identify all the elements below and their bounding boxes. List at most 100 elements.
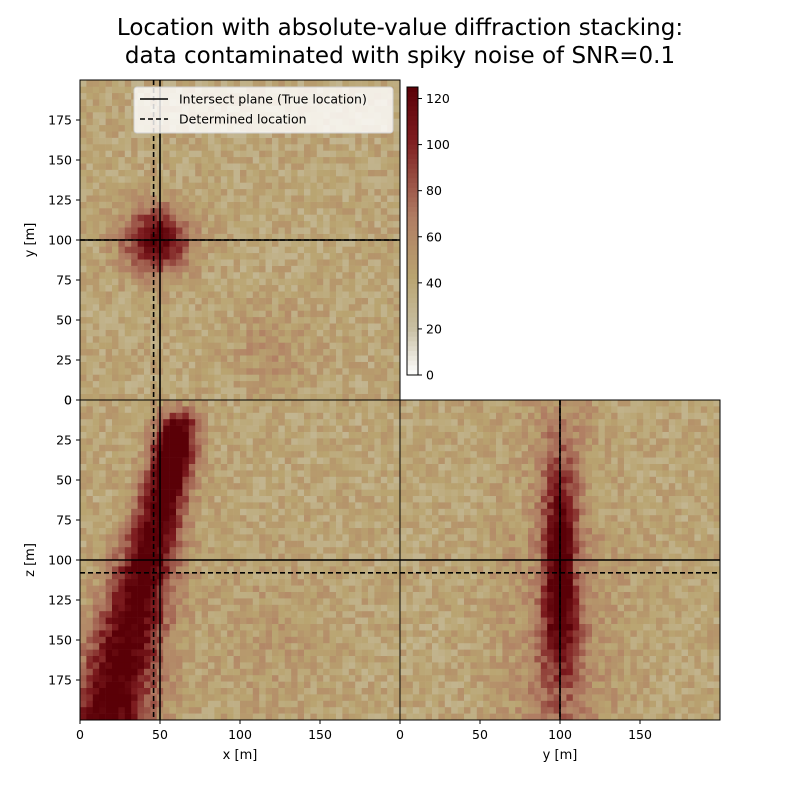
xz-cell (227, 515, 234, 522)
xz-cell (144, 624, 151, 631)
xz-cell (131, 515, 138, 522)
xz-cell (348, 547, 356, 554)
xy-cell (259, 393, 266, 401)
xy-cell (272, 329, 279, 337)
xy-cell (252, 208, 260, 215)
xz-cell (201, 585, 209, 593)
xz-cell (86, 675, 94, 682)
xz-cell (246, 611, 254, 618)
xy-cell (99, 387, 106, 394)
xz-cell (272, 444, 279, 452)
xy-cell (208, 393, 215, 401)
xy-cell (240, 208, 247, 215)
xz-cell (265, 515, 273, 522)
xy-cell (374, 208, 382, 215)
xy-cell (374, 342, 382, 350)
xy-cell (208, 361, 215, 369)
xy-cell (86, 393, 94, 401)
xy-cell (118, 393, 126, 401)
xz-cell (208, 553, 215, 561)
xz-cell (201, 630, 209, 638)
xz-cell (387, 470, 394, 478)
xy-cell (265, 201, 273, 209)
xy-cell (361, 355, 369, 362)
xz-cell (355, 688, 362, 695)
xy-cell (144, 246, 151, 254)
xz-cell (131, 688, 138, 695)
xz-cell (348, 464, 356, 471)
xy-cell (144, 342, 151, 350)
xz-cell (252, 451, 260, 458)
xy-cell (323, 393, 330, 401)
xz-cell (310, 572, 318, 580)
xy-cell (169, 150, 177, 158)
xy-cell (361, 297, 369, 305)
xz-cell (387, 662, 394, 670)
xy-cell (252, 195, 260, 202)
xy-cell (201, 265, 209, 273)
xy-cell (86, 150, 94, 158)
xy-cell (374, 214, 382, 222)
xy-cell (233, 176, 241, 183)
xy-cell (284, 195, 292, 202)
xy-cell (374, 297, 382, 305)
xz-cell (169, 649, 177, 657)
xy-cell (169, 201, 177, 209)
xy-cell (163, 361, 170, 369)
xz-cell (361, 611, 369, 618)
xy-cell (291, 156, 298, 164)
xy-cell (252, 137, 260, 145)
xy-cell (92, 92, 100, 100)
xz-cell (272, 643, 279, 650)
xy-cell (195, 297, 202, 305)
xy-cell (163, 310, 170, 318)
xz-cell (208, 572, 215, 580)
xz-cell (208, 451, 215, 458)
xy-cell (291, 137, 298, 145)
xy-cell (272, 259, 279, 266)
xy-cell (240, 323, 247, 330)
xz-cell (112, 540, 119, 548)
xy-cell (387, 259, 394, 266)
xy-cell (118, 169, 126, 177)
xz-cell (304, 400, 311, 407)
xz-cell (316, 585, 324, 593)
xy-cell (169, 131, 177, 138)
xz-cell (131, 419, 138, 426)
xz-cell (220, 457, 228, 465)
xz-cell (252, 521, 260, 529)
xy-cell (112, 169, 119, 177)
xz-cell (105, 451, 113, 458)
xz-cell (220, 406, 228, 414)
xy-cell (105, 355, 113, 362)
xz-cell (272, 540, 279, 548)
xz-cell (336, 489, 343, 497)
xy-cell (201, 259, 209, 266)
xz-cell (144, 694, 151, 702)
xy-cell (163, 150, 170, 158)
xz-cell (259, 617, 266, 625)
xz-cell (227, 534, 234, 542)
xy-cell (329, 227, 337, 234)
xz-cell (272, 476, 279, 484)
xz-cell (265, 547, 273, 554)
xz-cell (368, 566, 375, 574)
xz-cell (118, 425, 126, 433)
xz-cell (214, 400, 222, 407)
xz-cell (368, 400, 375, 407)
xz-cell (329, 566, 337, 574)
xy-cell (118, 195, 126, 202)
xy-cell (278, 348, 286, 356)
xy-cell (99, 86, 106, 94)
xz-cell (112, 694, 119, 702)
xz-cell (316, 553, 324, 561)
xz-cell (227, 675, 234, 682)
xy-cell (355, 246, 362, 254)
xz-cell (208, 630, 215, 638)
xy-cell (259, 246, 266, 254)
xz-cell (118, 592, 126, 599)
xz-cell (99, 508, 106, 516)
xz-cell (214, 534, 222, 542)
xy-cell (105, 86, 113, 94)
